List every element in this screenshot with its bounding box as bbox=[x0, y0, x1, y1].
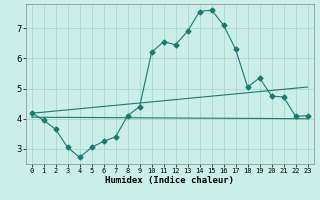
X-axis label: Humidex (Indice chaleur): Humidex (Indice chaleur) bbox=[105, 176, 234, 185]
